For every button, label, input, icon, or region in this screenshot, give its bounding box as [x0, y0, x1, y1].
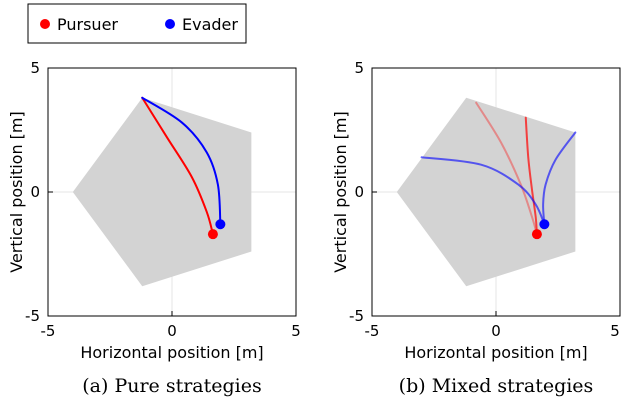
panel-caption: (a) Pure strategies	[82, 375, 262, 397]
y-tick-label: 0	[354, 183, 364, 201]
x-tick-label: -5	[41, 322, 56, 340]
legend-pursuer-marker	[40, 19, 50, 29]
x-tick-label: 0	[167, 322, 177, 340]
evader-marker	[215, 219, 226, 230]
legend-evader-label: Evader	[182, 15, 238, 34]
pursuer-trajectory	[475, 101, 538, 236]
pursuer-marker	[531, 229, 542, 240]
y-tick-label: 0	[30, 183, 40, 201]
y-tick-label: -5	[25, 307, 40, 325]
legend-pursuer-label: Pursuer	[57, 15, 118, 34]
plot-frame	[47, 67, 297, 317]
pursuer-marker	[207, 229, 218, 240]
y-tick-label: 5	[354, 59, 364, 77]
x-axis-label: Horizontal position [m]	[80, 343, 263, 362]
legend-evader-marker	[165, 19, 175, 29]
legend: Pursuer Evader	[27, 3, 247, 44]
y-axis-label: Vertical position [m]	[7, 111, 26, 273]
y-tick-label: 5	[30, 59, 40, 77]
pursuer-trajectory	[524, 116, 538, 236]
x-tick-label: 5	[291, 322, 301, 340]
panel-mixed-strategies: -5 0 5 -5 0 5 Horizontal position [m] Ve…	[331, 59, 621, 397]
legend-box	[27, 3, 247, 44]
arena-region	[396, 97, 576, 287]
x-tick-label: 0	[491, 322, 501, 340]
evader-trajectory	[420, 156, 546, 226]
arena-region	[72, 97, 252, 287]
evader-trajectory	[542, 131, 577, 226]
evader-trajectory	[141, 96, 222, 226]
y-axis-label: Vertical position [m]	[331, 111, 350, 273]
evader-marker	[539, 219, 550, 230]
x-tick-label: 5	[610, 322, 620, 340]
panel-pure-strategies: -5 0 5 -5 0 5 Horizontal position [m] Ve…	[7, 59, 301, 397]
pursuer-trajectory	[141, 96, 214, 236]
x-tick-label: -5	[365, 322, 380, 340]
x-axis-label: Horizontal position [m]	[404, 343, 587, 362]
y-tick-label: -5	[349, 307, 364, 325]
panel-caption: (b) Mixed strategies	[399, 375, 594, 397]
plot-frame	[371, 67, 621, 317]
